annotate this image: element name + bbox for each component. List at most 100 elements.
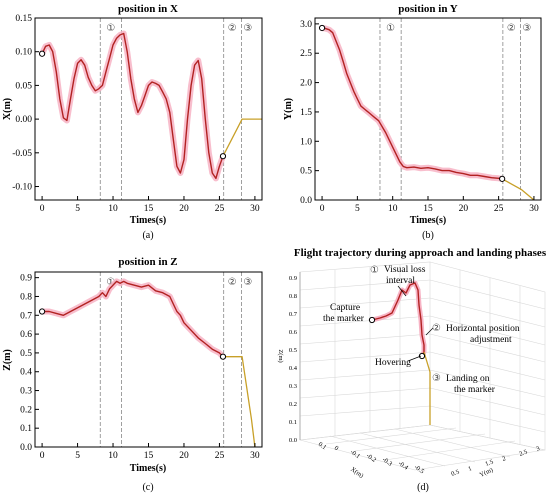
chart-b-ytick-label: 2.0: [300, 79, 312, 89]
chart-b-ytick-label: 1.0: [300, 137, 312, 147]
chart-c-series-glow: [39, 278, 226, 360]
chart-c-point-marker: [38, 308, 46, 315]
chart-d-ztick-label: 0.1: [289, 419, 297, 426]
annotation-1-line-1: Visual loss: [384, 265, 426, 275]
chart-c-ytick-label: 0.4: [20, 368, 32, 378]
chart-b-ytick-label: 0.0: [300, 196, 312, 206]
chart-d-xtick-label: 0.1: [317, 441, 328, 451]
chart-a-point-marker: [219, 153, 227, 160]
chart-c-phase-label: ③: [243, 277, 252, 288]
chart-a-ytick-label: 0.05: [15, 81, 32, 91]
chart-c-ytick-label: 0.8: [20, 292, 32, 302]
chart-d-zlabel: Z(m): [277, 349, 284, 362]
hover-point: [418, 352, 426, 360]
chart-b-point-marker: [318, 24, 326, 32]
chart-d-ztick-label: 0.9: [289, 275, 297, 282]
chart-b-phase-label: ②: [507, 23, 516, 34]
chart-c-ytick-label: 0.3: [20, 387, 32, 397]
chart-b-series-measured: [321, 27, 503, 180]
chart-d-ztick-label: 0.3: [289, 383, 297, 390]
chart-b-xtick-label: 25: [494, 204, 504, 214]
chart-b-xtick-label: 15: [423, 204, 433, 214]
chart-d-ytick-label: 3: [535, 445, 540, 453]
annotation-2-line-2: adjustment: [470, 335, 512, 345]
chart-b-xlabel: Times(s): [410, 215, 446, 226]
chart-c-xtick-label: 10: [108, 451, 118, 461]
chart-b-title: position in Y: [398, 3, 458, 15]
chart-d-ztick-label: 0.0: [289, 437, 297, 444]
chart-d-xtick-label: -0.5: [413, 464, 425, 476]
chart-d-ztick-label: 0.6: [289, 329, 298, 336]
chart-b-series-landing: [501, 178, 535, 201]
chart-a-xtick-label: 20: [179, 204, 189, 214]
annotation-3-marker: ③: [432, 373, 441, 384]
chart-d-ztick-label: 0.2: [289, 401, 297, 408]
chart-b-ylabel: Y(m): [283, 98, 294, 120]
chart-b-xtick-label: 20: [459, 204, 469, 214]
annotation-2-line-1: Horizontal position: [446, 324, 520, 334]
chart-a-phase-label: ③: [243, 23, 252, 34]
chart-d-ytick-label: 1.5: [484, 459, 494, 468]
chart-c-caption: (c): [142, 482, 153, 493]
chart-b-xtick-label: 0: [320, 204, 325, 214]
chart-a-ylabel: X(m): [2, 98, 13, 120]
chart-c-xtick-label: 15: [144, 451, 154, 461]
chart-c-ylabel: Z(m): [2, 349, 13, 371]
chart-c-series-landing: [223, 356, 256, 448]
chart-c-phase-label: ①: [106, 277, 115, 288]
chart-d-ztick-label: 0.8: [289, 293, 297, 300]
chart-d-xtick-label: -0.1: [349, 449, 361, 461]
chart-b-phase-label: ③: [522, 23, 531, 34]
chart-d-xtick-label: -0.4: [397, 460, 410, 472]
chart-c-phase-label: ②: [228, 277, 237, 288]
chart-c-ytick-label: 0.2: [20, 405, 32, 415]
chart-c-xtick-label: 5: [75, 451, 80, 461]
chart-a-series-landing: [222, 118, 262, 157]
chart-a-title: position in X: [118, 3, 178, 15]
chart-c-xtick-label: 0: [40, 451, 45, 461]
chart-b-phase-label: ①: [386, 23, 395, 34]
chart-d-ytick-label: 2.5: [518, 449, 528, 458]
chart-d-caption: (d): [417, 482, 429, 493]
chart-a-ytick-label: -0.10: [12, 183, 32, 193]
chart-b-ytick-label: 2.5: [300, 49, 312, 59]
chart-a-xtick-label: 25: [215, 204, 225, 214]
annotation-3-line-2: the marker: [454, 385, 496, 395]
chart-3d-trajectory: Flight trajectory during approach and la…: [277, 247, 547, 493]
capture-point: [368, 316, 376, 324]
chart-d-ylabel: Y(m): [479, 466, 495, 478]
chart-b-caption: (b): [422, 230, 434, 241]
chart-c-xtick-label: 30: [250, 451, 260, 461]
chart-d-ytick-label: 0.5: [450, 469, 460, 478]
chart-a-ytick-label: 0.15: [15, 14, 32, 24]
annotation-hovering: Hovering: [375, 358, 411, 368]
chart-c-frame: [34, 271, 263, 448]
annotation-1-marker: ①: [370, 265, 379, 276]
chart-a-xlabel: Times(s): [130, 215, 166, 226]
chart-d-ztick-label: 0.7: [289, 311, 298, 318]
annotation-capture-line-2: the marker: [323, 314, 365, 324]
chart-d-xtick-label: 0: [333, 445, 340, 453]
chart-b-xtick-label: 10: [388, 204, 398, 214]
chart-a-xtick-label: 30: [250, 204, 260, 214]
trajectory-glow: [371, 280, 427, 358]
chart-c-series-measured: [42, 280, 224, 358]
chart-c-ytick-label: 0.9: [20, 274, 32, 284]
chart-b-point-marker: [499, 175, 506, 182]
chart-c-xlabel: Times(s): [130, 463, 166, 474]
chart-c-ytick-label: 0.6: [20, 330, 32, 340]
chart-d-ztick-label: 0.4: [289, 365, 298, 372]
chart-a-xtick-label: 15: [144, 204, 154, 214]
chart-c-ytick-label: 0.5: [20, 349, 32, 359]
trajectory-line: [371, 282, 425, 357]
chart-c-ytick-label: 0.1: [20, 424, 32, 434]
chart-b-xtick-label: 5: [355, 204, 360, 214]
chart-d-ztick-label: 0.5: [289, 347, 297, 354]
annotation-capture-line-1: Capture: [330, 303, 360, 313]
chart-a-point-marker: [38, 50, 46, 57]
chart-a-phase-label: ②: [228, 23, 237, 34]
chart-d-xtick-label: -0.2: [365, 452, 377, 464]
